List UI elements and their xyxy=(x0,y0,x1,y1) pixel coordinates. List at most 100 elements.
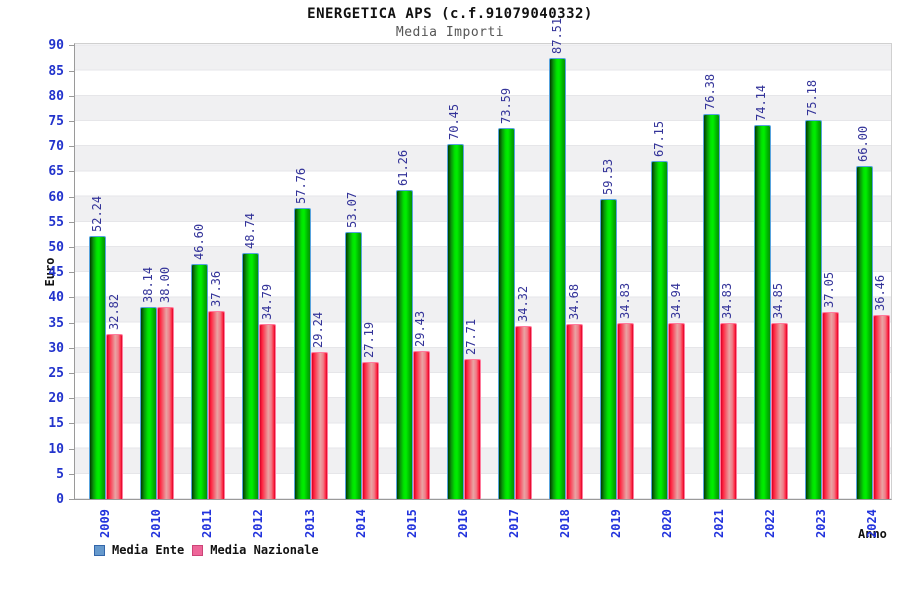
y-tick-mark-85 xyxy=(69,70,74,72)
value-label-media-nazionale-2014: 27.19 xyxy=(362,321,377,358)
value-label-media-ente-2011: 46.60 xyxy=(191,224,206,261)
value-label-media-ente-2016: 70.45 xyxy=(447,103,462,140)
y-tick-label-0: 0 xyxy=(56,492,64,507)
x-tick-label-2015: 2015 xyxy=(404,509,419,538)
bar-media-ente-2010 xyxy=(140,306,158,499)
chart-subtitle: Media Importi xyxy=(395,25,505,40)
y-tick-mark-5 xyxy=(69,473,74,475)
y-tick-label-10: 10 xyxy=(48,441,64,457)
y-tick-mark-50 xyxy=(69,247,74,248)
y-tick-mark-15 xyxy=(69,423,74,425)
chart-title: ENERGETICA APS (c.f.91079040332) xyxy=(307,6,593,22)
x-tick-label-2018: 2018 xyxy=(558,509,573,538)
value-label-media-ente-2021: 76.38 xyxy=(703,73,717,111)
bar-media-nazionale-2021 xyxy=(719,323,737,499)
y-tick-label-50: 50 xyxy=(48,240,64,255)
x-tick-label-2012: 2012 xyxy=(251,509,266,538)
bar-media-nazionale-2009 xyxy=(106,333,123,499)
value-label-media-nazionale-2011: 37.36 xyxy=(208,270,223,307)
value-label-media-ente-2020: 67.15 xyxy=(651,120,666,157)
value-label-media-nazionale-2013: 29.24 xyxy=(311,311,325,348)
y-tick-mark-60 xyxy=(69,196,74,198)
value-label-media-ente-2017: 73.59 xyxy=(498,87,513,125)
value-label-media-nazionale-2010: 38.00 xyxy=(157,267,172,304)
bar-media-nazionale-2024 xyxy=(872,315,890,499)
bar-media-nazionale-2015 xyxy=(412,350,430,499)
bar-media-nazionale-2018 xyxy=(566,324,584,499)
value-label-media-ente-2018: 87.51 xyxy=(549,17,564,54)
value-label-media-ente-2023: 75.18 xyxy=(805,79,820,117)
y-tick-label-75: 75 xyxy=(48,114,64,129)
bar-media-nazionale-2012 xyxy=(259,323,277,499)
bar-media-nazionale-2010 xyxy=(157,307,175,499)
bar-media-nazionale-2023 xyxy=(821,312,839,499)
y-tick-label-45: 45 xyxy=(48,265,64,281)
value-label-media-ente-2022: 74.14 xyxy=(754,85,769,122)
bar-media-ente-2018 xyxy=(549,57,567,499)
y-tick-label-70: 70 xyxy=(48,139,64,155)
y-tick-label-85: 85 xyxy=(48,63,64,79)
value-label-media-nazionale-2019: 34.83 xyxy=(617,283,632,320)
y-tick-mark-0 xyxy=(69,499,74,500)
bar-media-ente-2011 xyxy=(191,264,209,499)
bar-media-ente-2019 xyxy=(600,198,618,499)
value-label-media-nazionale-2024: 36.46 xyxy=(873,275,888,312)
value-label-media-ente-2009: 52.24 xyxy=(89,195,104,232)
x-tick-label-2010: 2010 xyxy=(149,509,164,538)
legend: Media Ente Media Nazionale xyxy=(94,543,319,557)
bar-media-nazionale-2020 xyxy=(668,322,686,499)
legend-swatch-media-ente xyxy=(94,544,105,556)
y-tick-label-90: 90 xyxy=(48,38,64,54)
value-label-media-nazionale-2021: 34.83 xyxy=(720,283,734,320)
x-tick-label-2014: 2014 xyxy=(353,509,368,538)
y-tick-mark-80 xyxy=(69,95,74,97)
value-label-media-nazionale-2022: 34.85 xyxy=(771,283,786,320)
x-tick-label-2023: 2023 xyxy=(813,509,828,538)
bar-media-ente-2021 xyxy=(702,114,720,499)
y-tick-label-20: 20 xyxy=(48,391,64,407)
value-label-media-nazionale-2020: 34.94 xyxy=(668,282,683,319)
value-label-media-nazionale-2023: 37.05 xyxy=(822,272,837,309)
y-tick-label-55: 55 xyxy=(48,214,64,230)
bar-media-nazionale-2014 xyxy=(361,361,379,499)
x-tick-label-2024: 2024 xyxy=(864,509,879,538)
y-tick-mark-25 xyxy=(69,373,74,374)
bar-media-nazionale-2011 xyxy=(208,310,226,499)
y-tick-mark-65 xyxy=(69,171,74,173)
bar-media-ente-2012 xyxy=(242,253,260,499)
y-tick-mark-70 xyxy=(69,146,74,148)
value-label-media-ente-2012: 48.74 xyxy=(242,213,257,250)
legend-label-media-ente: Media Ente xyxy=(112,543,185,557)
value-label-media-ente-2019: 59.53 xyxy=(600,158,615,195)
value-label-media-nazionale-2017: 34.32 xyxy=(515,285,530,323)
y-tick-label-25: 25 xyxy=(48,366,64,381)
bar-media-ente-2020 xyxy=(651,160,669,499)
value-label-media-ente-2013: 57.76 xyxy=(294,167,308,204)
value-label-media-nazionale-2009: 32.82 xyxy=(106,293,121,330)
bar-media-ente-2023 xyxy=(804,120,822,499)
y-tick-label-15: 15 xyxy=(48,416,64,432)
legend-label-media-nazionale: Media Nazionale xyxy=(210,543,319,557)
y-tick-label-35: 35 xyxy=(48,315,64,331)
y-tick-mark-30 xyxy=(69,347,74,349)
value-label-media-ente-2015: 61.26 xyxy=(396,150,411,187)
bar-media-nazionale-2017 xyxy=(515,326,532,499)
x-tick-label-2019: 2019 xyxy=(609,509,624,538)
value-label-media-ente-2010: 38.14 xyxy=(140,266,155,303)
bar-media-ente-2017 xyxy=(498,128,515,499)
y-tick-mark-35 xyxy=(69,322,74,324)
bar-media-ente-2024 xyxy=(855,166,873,499)
y-tick-label-80: 80 xyxy=(48,88,64,104)
plot-area xyxy=(74,43,892,500)
y-tick-mark-45 xyxy=(69,272,74,274)
x-tick-label-2017: 2017 xyxy=(507,509,521,538)
y-tick-label-5: 5 xyxy=(56,466,64,482)
y-tick-mark-75 xyxy=(69,121,74,122)
legend-swatch-media-nazionale xyxy=(192,544,204,556)
value-label-media-nazionale-2012: 34.79 xyxy=(259,283,274,320)
x-tick-label-2011: 2011 xyxy=(200,509,215,538)
y-tick-label-40: 40 xyxy=(48,290,64,306)
bar-media-ente-2009 xyxy=(89,235,106,499)
y-tick-mark-55 xyxy=(69,221,74,223)
